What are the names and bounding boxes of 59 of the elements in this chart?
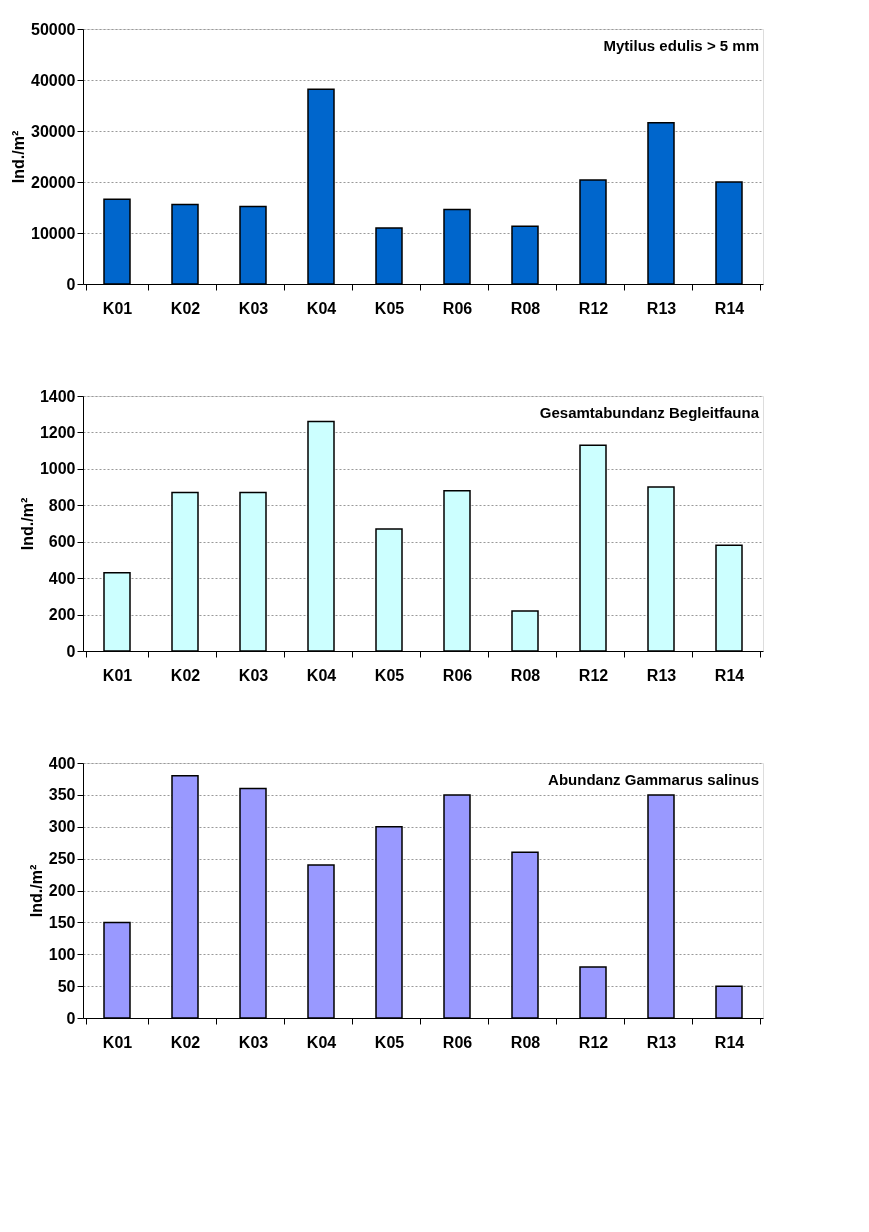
y-tick-label: 1200 — [39, 423, 76, 441]
y-tick-label: 200 — [48, 882, 76, 899]
x-tick-label: R13 — [646, 299, 677, 317]
x-tick-label: R12 — [578, 666, 609, 684]
x-tick-label: K02 — [170, 666, 201, 684]
y-tick-label: 350 — [48, 786, 76, 804]
x-tick-label: R12 — [578, 1033, 609, 1051]
text: Gesamtabundanz Begleitfauna — [539, 404, 760, 421]
y-tick-label: 400 — [48, 569, 76, 587]
x-tick-label: K02 — [170, 1033, 201, 1051]
x-tick-label: K03 — [238, 299, 269, 317]
x-tick-label: K03 — [238, 1033, 269, 1051]
x-tick-label: K01 — [102, 666, 133, 684]
x-tick-label: R13 — [646, 1033, 677, 1051]
y-tick-label: 10000 — [31, 224, 76, 242]
x-tick-label: R14 — [714, 299, 745, 317]
y-tick-label: 30000 — [31, 122, 76, 140]
x-tick-label: K04 — [306, 1033, 337, 1051]
x-tick-label: R08 — [510, 299, 541, 317]
x-tick-label: K04 — [306, 299, 337, 317]
y-tick-label: 0 — [66, 642, 76, 660]
y-tick-label: 400 — [48, 754, 76, 772]
text: Abundanz Gammarus salinus — [548, 771, 759, 788]
y-tick-label: 20000 — [31, 173, 76, 191]
y-tick-label: 50 — [57, 977, 76, 995]
y-tick-label: 200 — [48, 606, 76, 624]
x-tick-label: K01 — [102, 1033, 133, 1051]
x-tick-label: K04 — [306, 666, 337, 684]
y-tick-label: 100 — [48, 945, 76, 963]
x-tick-label: R13 — [646, 666, 677, 684]
x-tick-label: K02 — [170, 299, 201, 317]
x-tick-label: R08 — [510, 1033, 541, 1051]
x-tick-label: R14 — [714, 666, 745, 684]
y-axis-title: Ind./m² — [10, 130, 28, 184]
y-tick-label: 1400 — [39, 387, 76, 405]
text: Mytilus edulis > 5 mm — [603, 37, 759, 54]
y-tick-label: 40000 — [31, 71, 76, 89]
y-tick-label: 0 — [66, 275, 76, 293]
x-tick-label: K05 — [374, 299, 405, 317]
y-tick-label: 600 — [48, 533, 76, 551]
y-tick-label: 800 — [48, 496, 76, 514]
x-tick-label: R06 — [442, 299, 473, 317]
x-tick-label: K05 — [374, 666, 405, 684]
y-axis-title: Ind./m² — [27, 864, 45, 918]
y-tick-label: 300 — [48, 818, 76, 836]
x-tick-label: R08 — [510, 666, 541, 684]
x-tick-label: R06 — [442, 666, 473, 684]
y-tick-label: 50000 — [31, 20, 76, 38]
x-tick-label: K03 — [238, 666, 269, 684]
x-tick-label: K01 — [102, 299, 133, 317]
y-tick-label: 150 — [48, 913, 76, 931]
x-tick-label: R06 — [442, 1033, 473, 1051]
x-tick-label: R12 — [578, 299, 609, 317]
y-tick-label: 1000 — [39, 460, 76, 478]
x-tick-label: K05 — [374, 1033, 405, 1051]
x-tick-label: R14 — [714, 1033, 745, 1051]
y-tick-label: 0 — [66, 1009, 76, 1027]
y-tick-label: 250 — [48, 850, 76, 868]
y-axis-title: Ind./m² — [18, 497, 36, 551]
